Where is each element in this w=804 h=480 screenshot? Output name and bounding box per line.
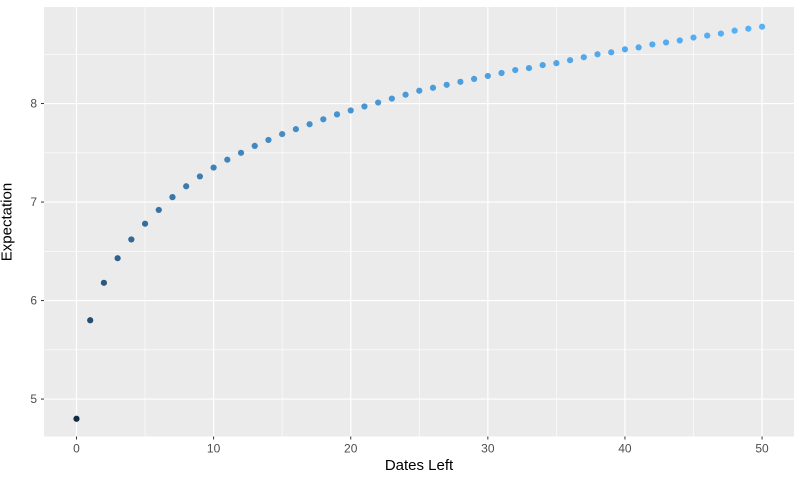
- x-tick-label: 30: [481, 442, 495, 456]
- x-tick-label: 0: [73, 442, 80, 456]
- data-point: [333, 111, 341, 118]
- data-point: [375, 99, 382, 106]
- data-point: [758, 23, 766, 30]
- data-point: [553, 60, 560, 67]
- y-tick-label: 5: [30, 392, 37, 406]
- data-point: [210, 164, 217, 171]
- data-point: [183, 183, 190, 190]
- data-point: [731, 27, 738, 34]
- data-point: [279, 130, 286, 138]
- data-point: [498, 69, 505, 77]
- data-point: [690, 34, 697, 41]
- data-point: [429, 84, 437, 91]
- data-point: [443, 81, 450, 88]
- data-point: [621, 46, 629, 53]
- data-point: [388, 95, 395, 102]
- data-point: [320, 116, 327, 123]
- data-point: [676, 37, 683, 44]
- data-point: [306, 121, 313, 128]
- data-point: [347, 107, 354, 114]
- data-point: [155, 206, 162, 214]
- x-tick-label: 50: [755, 442, 769, 456]
- data-point: [471, 75, 478, 83]
- data-point: [361, 103, 368, 110]
- data-point: [224, 156, 231, 163]
- data-point: [114, 255, 121, 262]
- data-point: [128, 236, 135, 243]
- data-point: [608, 49, 615, 56]
- data-point: [237, 149, 245, 156]
- data-point: [73, 415, 80, 422]
- data-point: [251, 142, 258, 149]
- data-point: [87, 317, 94, 324]
- data-point: [416, 87, 423, 94]
- data-point: [717, 30, 725, 37]
- data-point: [635, 44, 642, 51]
- x-tick-label: 10: [207, 442, 221, 456]
- data-point: [704, 32, 711, 39]
- data-point: [484, 72, 491, 80]
- data-point: [141, 220, 149, 227]
- data-point: [196, 173, 203, 180]
- y-tick-label: 6: [30, 294, 37, 308]
- y-tick-label: 8: [30, 97, 37, 111]
- data-point: [539, 62, 546, 69]
- x-tick-label: 40: [618, 442, 632, 456]
- data-point: [566, 57, 574, 64]
- data-point: [594, 51, 601, 58]
- x-axis-title: Dates Left: [384, 457, 454, 474]
- data-point: [292, 126, 299, 133]
- data-point: [512, 66, 519, 74]
- x-tick-label: 20: [344, 442, 358, 456]
- data-point: [402, 91, 409, 98]
- data-point: [169, 194, 176, 201]
- data-point: [100, 279, 108, 286]
- y-axis-title: Expectation: [0, 182, 16, 262]
- data-point: [580, 54, 587, 61]
- y-tick-label: 7: [30, 195, 37, 209]
- data-point: [457, 78, 464, 85]
- data-point: [745, 25, 752, 32]
- data-point: [265, 136, 272, 144]
- data-point: [525, 64, 533, 72]
- data-point: [649, 41, 656, 48]
- data-point: [662, 39, 670, 46]
